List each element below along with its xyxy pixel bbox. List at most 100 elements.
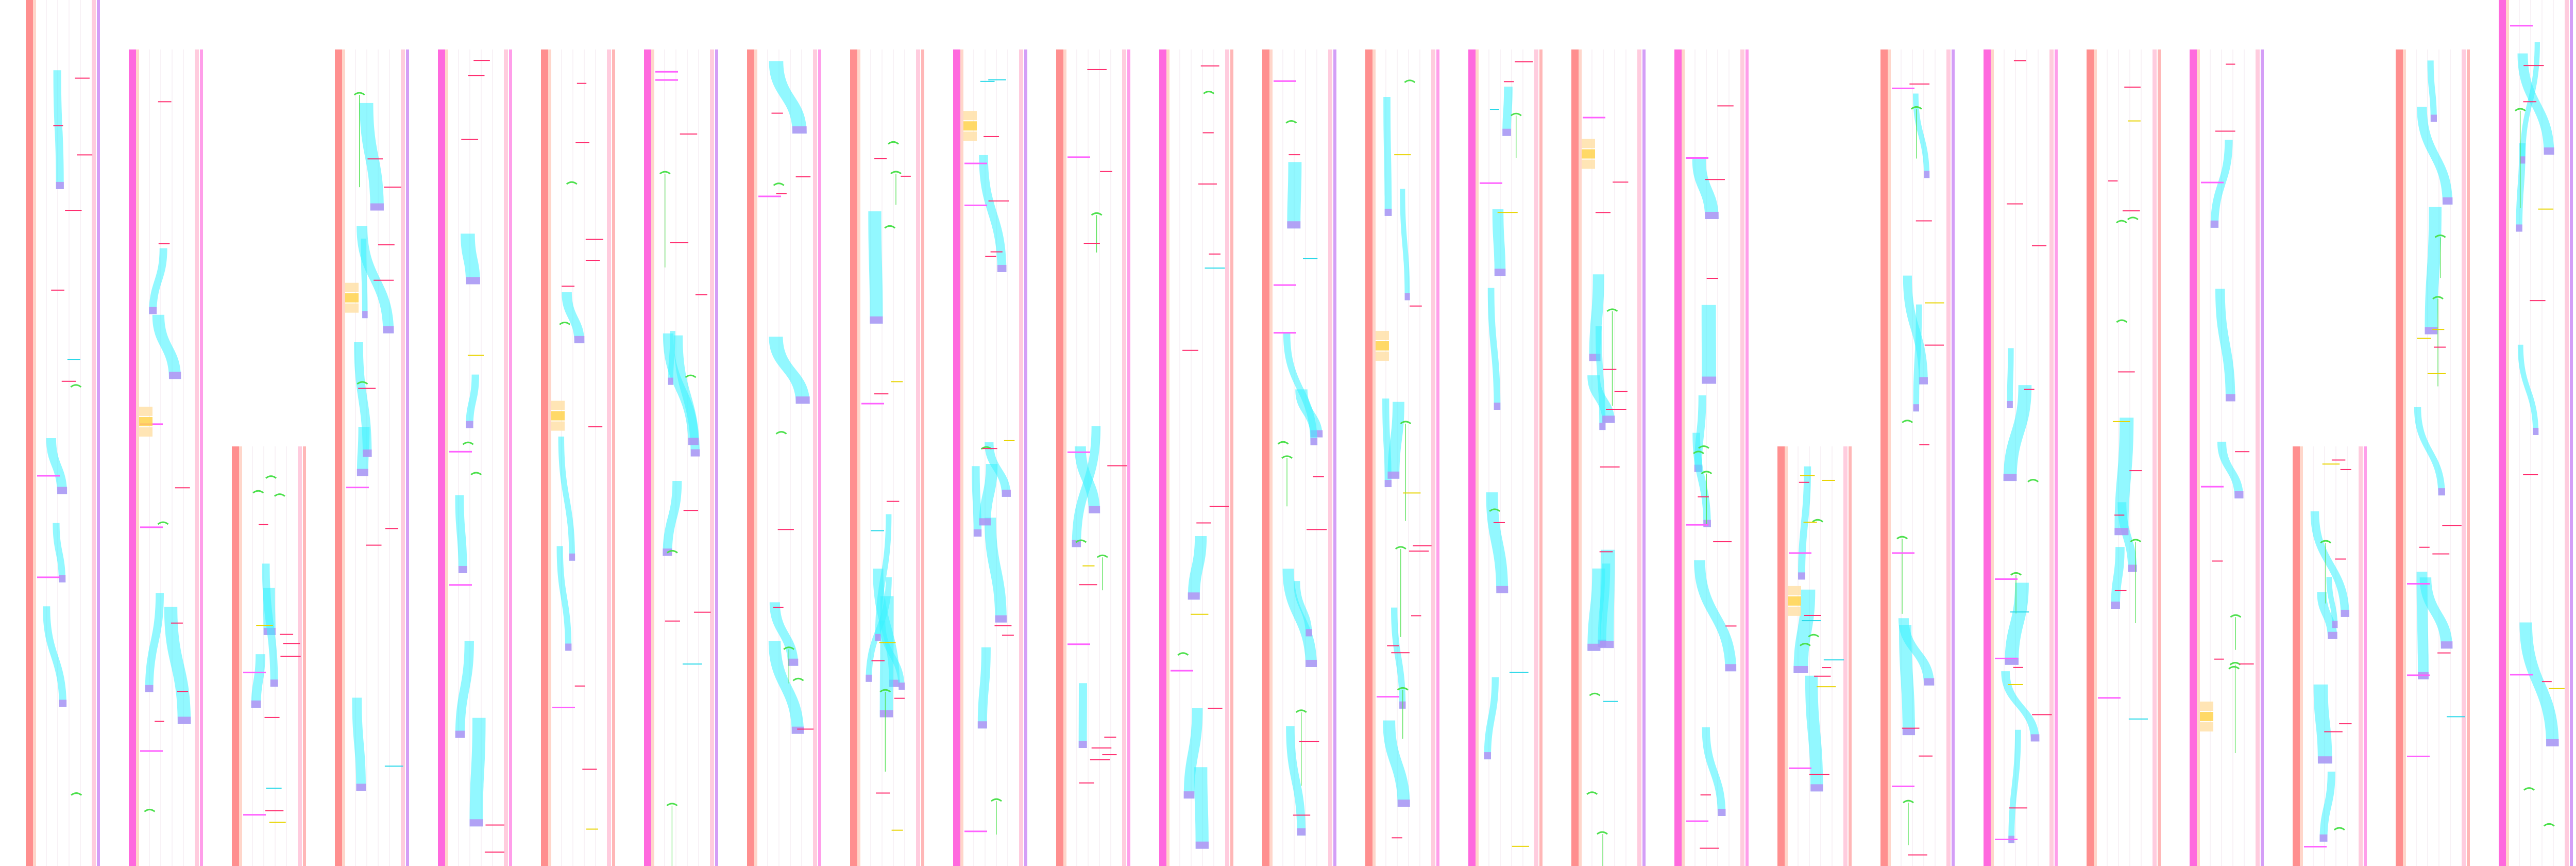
- label-tick: [1613, 181, 1629, 183]
- label-tick: [2128, 120, 2141, 122]
- divider-bar: [1274, 80, 1296, 82]
- connector-mark: [685, 374, 697, 378]
- label-tick: [1410, 305, 1422, 307]
- ribbon-cap: [370, 203, 384, 211]
- left-rail-inner: [239, 446, 242, 866]
- flow-ribbon: [972, 466, 982, 537]
- connector-mark: [1597, 831, 1608, 835]
- flow-ribbon: [1074, 446, 1100, 513]
- column-col-21: [2087, 49, 2161, 866]
- connector-mark: [2432, 296, 2444, 300]
- left-rail-inner: [754, 49, 757, 866]
- ribbon-cap: [1195, 841, 1209, 849]
- right-rail: [2570, 0, 2573, 866]
- divider-bar: [1067, 156, 1090, 158]
- connector-mark: [2514, 108, 2526, 112]
- divider-bar: [1789, 767, 1811, 769]
- left-rail: [747, 49, 754, 866]
- label-tick: [175, 487, 190, 489]
- ribbon-cap: [2234, 491, 2244, 498]
- divider-bar: [1995, 657, 2018, 659]
- label-tick: [2013, 667, 2023, 668]
- right-rail-outer: [607, 49, 611, 866]
- ribbon-cap: [1702, 376, 1717, 384]
- flow-ribbon: [1183, 708, 1203, 799]
- ribbon-cap: [2441, 641, 2453, 649]
- divider-bar: [861, 403, 884, 405]
- left-rail-inner: [651, 49, 654, 866]
- left-rail: [129, 49, 136, 866]
- column-col-10: [953, 49, 1027, 866]
- label-tick: [990, 251, 1003, 253]
- flow-ribbon: [1383, 720, 1410, 807]
- ribbon-cap: [2516, 224, 2522, 232]
- label-tick: [1614, 391, 1628, 392]
- left-rail: [2396, 49, 2403, 866]
- column-col-01: [26, 0, 100, 866]
- ribbon-cap: [1002, 489, 1011, 497]
- highlight-block: [963, 111, 977, 121]
- label-tick: [1803, 521, 1817, 523]
- flow-ribbon: [556, 546, 572, 651]
- column-col-13: [1262, 49, 1336, 866]
- flow-ribbon: [1286, 726, 1306, 836]
- divider-bar: [964, 204, 987, 206]
- flow-ribbon: [53, 70, 64, 189]
- connector-mark: [2130, 539, 2142, 543]
- label-tick: [2226, 63, 2235, 65]
- ribbon-cap: [2438, 488, 2445, 496]
- column-col-23: [2293, 446, 2367, 866]
- column-col-16: [1571, 49, 1646, 866]
- highlight-block: [1376, 351, 1389, 361]
- column-col-11: [1056, 49, 1130, 866]
- label-tick: [1800, 475, 1815, 476]
- ribbon-cap: [1919, 377, 1928, 385]
- ribbon-cap: [357, 469, 368, 476]
- ribbon-cap: [1072, 540, 1081, 547]
- label-tick: [1717, 105, 1734, 107]
- label-tick: [2009, 807, 2027, 809]
- flow-ribbon: [251, 654, 265, 708]
- divider-bar: [2510, 674, 2533, 676]
- flow-ribbon: [466, 374, 479, 428]
- connector-mark: [2434, 234, 2446, 238]
- left-rail-inner: [548, 49, 551, 866]
- label-tick: [2114, 514, 2125, 516]
- highlight-block: [551, 411, 565, 421]
- label-tick: [585, 239, 603, 240]
- ribbon-cap: [668, 377, 673, 385]
- label-tick: [384, 186, 401, 188]
- divider-bar: [1995, 578, 2018, 580]
- flow-ribbon: [558, 436, 575, 561]
- label-tick: [171, 622, 183, 624]
- label-tick: [2447, 716, 2465, 718]
- flow-ribbon: [361, 238, 368, 319]
- highlight-block: [2200, 702, 2213, 711]
- highlight-block: [1376, 330, 1389, 340]
- highlight-block: [2200, 722, 2213, 732]
- right-rail-outer: [1946, 49, 1951, 866]
- label-tick: [1004, 440, 1015, 441]
- left-rail: [232, 446, 239, 866]
- label-tick: [797, 728, 814, 730]
- left-rail-inner: [1888, 49, 1891, 866]
- ribbon-cap: [569, 553, 575, 561]
- highlight-block: [345, 293, 359, 303]
- left-rail: [1880, 49, 1888, 866]
- divider-bar: [2098, 697, 2121, 699]
- ribbon-cap: [2319, 834, 2328, 842]
- label-tick: [2437, 652, 2451, 654]
- label-tick: [1208, 707, 1223, 709]
- label-tick: [2335, 558, 2346, 560]
- divider-bar: [346, 487, 369, 489]
- label-tick: [1196, 522, 1211, 524]
- connector-mark: [1693, 451, 1704, 455]
- ribbon-cap: [1703, 520, 1711, 527]
- label-tick: [374, 279, 394, 281]
- label-tick: [1302, 258, 1318, 259]
- left-rail-inner: [1579, 49, 1582, 866]
- label-tick: [366, 544, 382, 546]
- highlight-block: [345, 282, 359, 292]
- flow-ribbon: [1282, 569, 1317, 667]
